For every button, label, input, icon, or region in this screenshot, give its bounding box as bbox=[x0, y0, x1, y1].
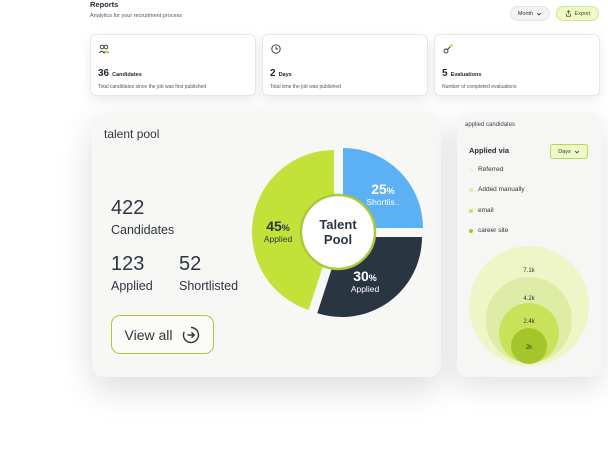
stat-unit: Evaluations bbox=[450, 72, 482, 78]
legend-dot bbox=[469, 187, 473, 192]
export-button[interactable]: Export bbox=[556, 6, 599, 21]
pie-slice-label: Applied bbox=[351, 284, 380, 294]
applied-via-bubble-chart: 7.1k 4.2k 2.4k 2k bbox=[469, 246, 589, 366]
applied-value: 123 bbox=[111, 253, 145, 275]
stat-value: 5 bbox=[442, 68, 448, 79]
bubble-value: 2.4k bbox=[523, 319, 535, 325]
legend-dot bbox=[469, 228, 473, 233]
candidates-icon bbox=[99, 44, 109, 54]
pie-center-ring bbox=[299, 193, 377, 271]
talent-pool-title: talent pool bbox=[104, 127, 160, 141]
applied-candidates-card: applied candidates Applied via Days Refe… bbox=[457, 113, 602, 377]
applied-label: Applied bbox=[111, 279, 153, 293]
pie-slice-applied-green bbox=[252, 150, 334, 310]
shortlisted-value: 52 bbox=[179, 253, 202, 275]
pie-center-line2: Pool bbox=[324, 232, 352, 247]
stat-card-days: 2 Days Total time the job was published bbox=[262, 34, 428, 96]
days-filter-label: Days bbox=[558, 148, 571, 155]
pie-center-line1: Talent bbox=[319, 217, 357, 232]
legend-label: Added manually bbox=[478, 186, 525, 193]
legend-item: career site bbox=[469, 227, 508, 234]
talent-pool-card: talent pool 422 Candidates 123 Applied 5… bbox=[92, 113, 441, 377]
days-filter-dropdown[interactable]: Days bbox=[550, 144, 588, 159]
legend-label: email bbox=[478, 207, 494, 214]
page-title: Reports bbox=[90, 0, 119, 9]
bubble-value: 4.2k bbox=[523, 296, 535, 302]
chevron-down-icon bbox=[537, 12, 542, 15]
month-filter-dropdown[interactable]: Month bbox=[510, 6, 550, 21]
bubble-value: 2k bbox=[526, 345, 533, 351]
candidates-value: 422 bbox=[111, 197, 145, 219]
stat-value: 2 bbox=[270, 68, 276, 79]
chevron-down-icon bbox=[574, 150, 579, 153]
stat-unit: Days bbox=[278, 72, 292, 78]
stat-unit: Candidates bbox=[112, 72, 142, 78]
stat-value: 36 bbox=[98, 68, 110, 79]
month-filter-label: Month bbox=[517, 10, 534, 17]
pie-slice-label: Applied bbox=[264, 234, 293, 244]
legend-dot bbox=[469, 208, 473, 213]
applied-candidates-title: applied candidates bbox=[465, 122, 516, 128]
stat-card-evaluations: 5 Evaluations Number of completed evaluat… bbox=[434, 34, 600, 96]
arrow-right-icon bbox=[182, 326, 199, 343]
view-all-label: View all bbox=[124, 326, 173, 343]
shortlisted-label: Shortlisted bbox=[179, 279, 239, 293]
stat-description: Total time the job was published bbox=[270, 84, 341, 90]
legend-dot bbox=[469, 167, 473, 172]
candidates-label: Candidates bbox=[111, 223, 175, 237]
applied-via-label: Applied via bbox=[469, 146, 510, 155]
legend-item: Added manually bbox=[469, 186, 525, 193]
evaluation-icon bbox=[443, 44, 453, 54]
pie-slice-value: 25% bbox=[371, 181, 395, 197]
bubble-career-site bbox=[511, 328, 547, 364]
stat-description: Total candidates since the job was first… bbox=[98, 84, 207, 90]
pie-slice-value: 45% bbox=[266, 218, 290, 234]
bubble-value: 7.1k bbox=[523, 268, 535, 274]
export-label: Export bbox=[574, 10, 591, 17]
legend-item: Referred bbox=[469, 166, 503, 173]
legend-label: career site bbox=[478, 227, 509, 234]
view-all-button[interactable]: View all bbox=[111, 315, 214, 354]
legend-label: Referred bbox=[478, 166, 504, 173]
legend-item: email bbox=[469, 207, 494, 214]
export-icon bbox=[565, 10, 571, 17]
clock-icon bbox=[271, 44, 281, 54]
page-subtitle: Analytics for your recruitment process bbox=[90, 13, 183, 19]
stat-card-candidates: 36 Candidates Total candidates since the … bbox=[90, 34, 256, 96]
talent-pool-pie-chart: Talent Pool 25%Shortlis..30%Applied45%Ap… bbox=[252, 148, 423, 317]
pie-slice-label: Shortlis.. bbox=[366, 197, 399, 207]
stat-description: Number of completed evaluations bbox=[442, 84, 517, 90]
pie-slice-value: 30% bbox=[353, 268, 377, 284]
